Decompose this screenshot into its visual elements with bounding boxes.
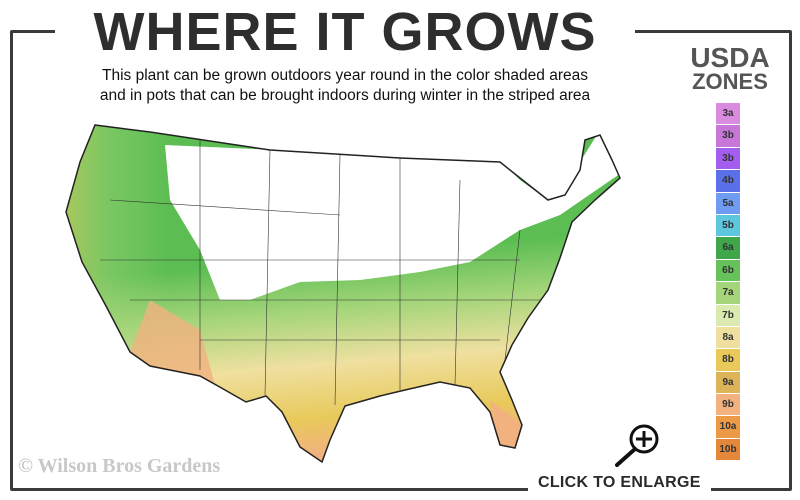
legend-title-line-2: ZONES (692, 69, 768, 94)
legend-zone-6b: 6b (716, 259, 740, 283)
legend-zone-10b: 10b (716, 438, 740, 462)
click-to-enlarge-button[interactable]: CLICK TO ENLARGE (528, 474, 711, 492)
legend-zone-9b: 9b (716, 394, 740, 417)
legend-title: USDA ZONES (675, 42, 785, 94)
legend-zone-3b: 3b (716, 125, 740, 148)
usda-zone-legend: 3a 3b 3b 4b 5a 5b 6a 6b 7a 7b 8a 8b 9a 9b 10a 10b (716, 103, 740, 462)
legend-zone-5b: 5b (716, 214, 740, 238)
florida-warm-zone (490, 400, 522, 448)
legend-zone-9a: 9a (716, 371, 740, 395)
legend-zone-4b: 4b (716, 170, 740, 193)
southwest-warm-zone (130, 300, 215, 385)
unsuitable-area-north (165, 130, 620, 300)
legend-zone-6a: 6a (716, 237, 740, 260)
legend-title-line-1: USDA (690, 42, 770, 73)
legend-zone-10a: 10a (716, 416, 740, 439)
subtitle: This plant can be grown outdoors year ro… (40, 66, 650, 106)
magnifier-plus-icon[interactable] (612, 422, 662, 468)
subtitle-line-2: and in pots that can be brought indoors … (99, 87, 591, 104)
page-title: WHERE IT GROWS (55, 4, 635, 60)
legend-zone-8a: 8a (716, 326, 740, 350)
copyright-watermark: © Wilson Bros Gardens (18, 455, 221, 477)
legend-zone-8b: 8b (716, 349, 740, 372)
subtitle-line-1: This plant can be grown outdoors year ro… (102, 67, 588, 84)
legend-zone-7b: 7b (716, 304, 740, 327)
legend-zone-3b: 3b (716, 147, 740, 171)
legend-zone-5a: 5a (716, 192, 740, 215)
state-borders (100, 140, 540, 406)
legend-zone-7a: 7a (716, 282, 740, 305)
legend-zone-3a: 3a (716, 103, 740, 126)
west-coast-zones (66, 125, 170, 462)
